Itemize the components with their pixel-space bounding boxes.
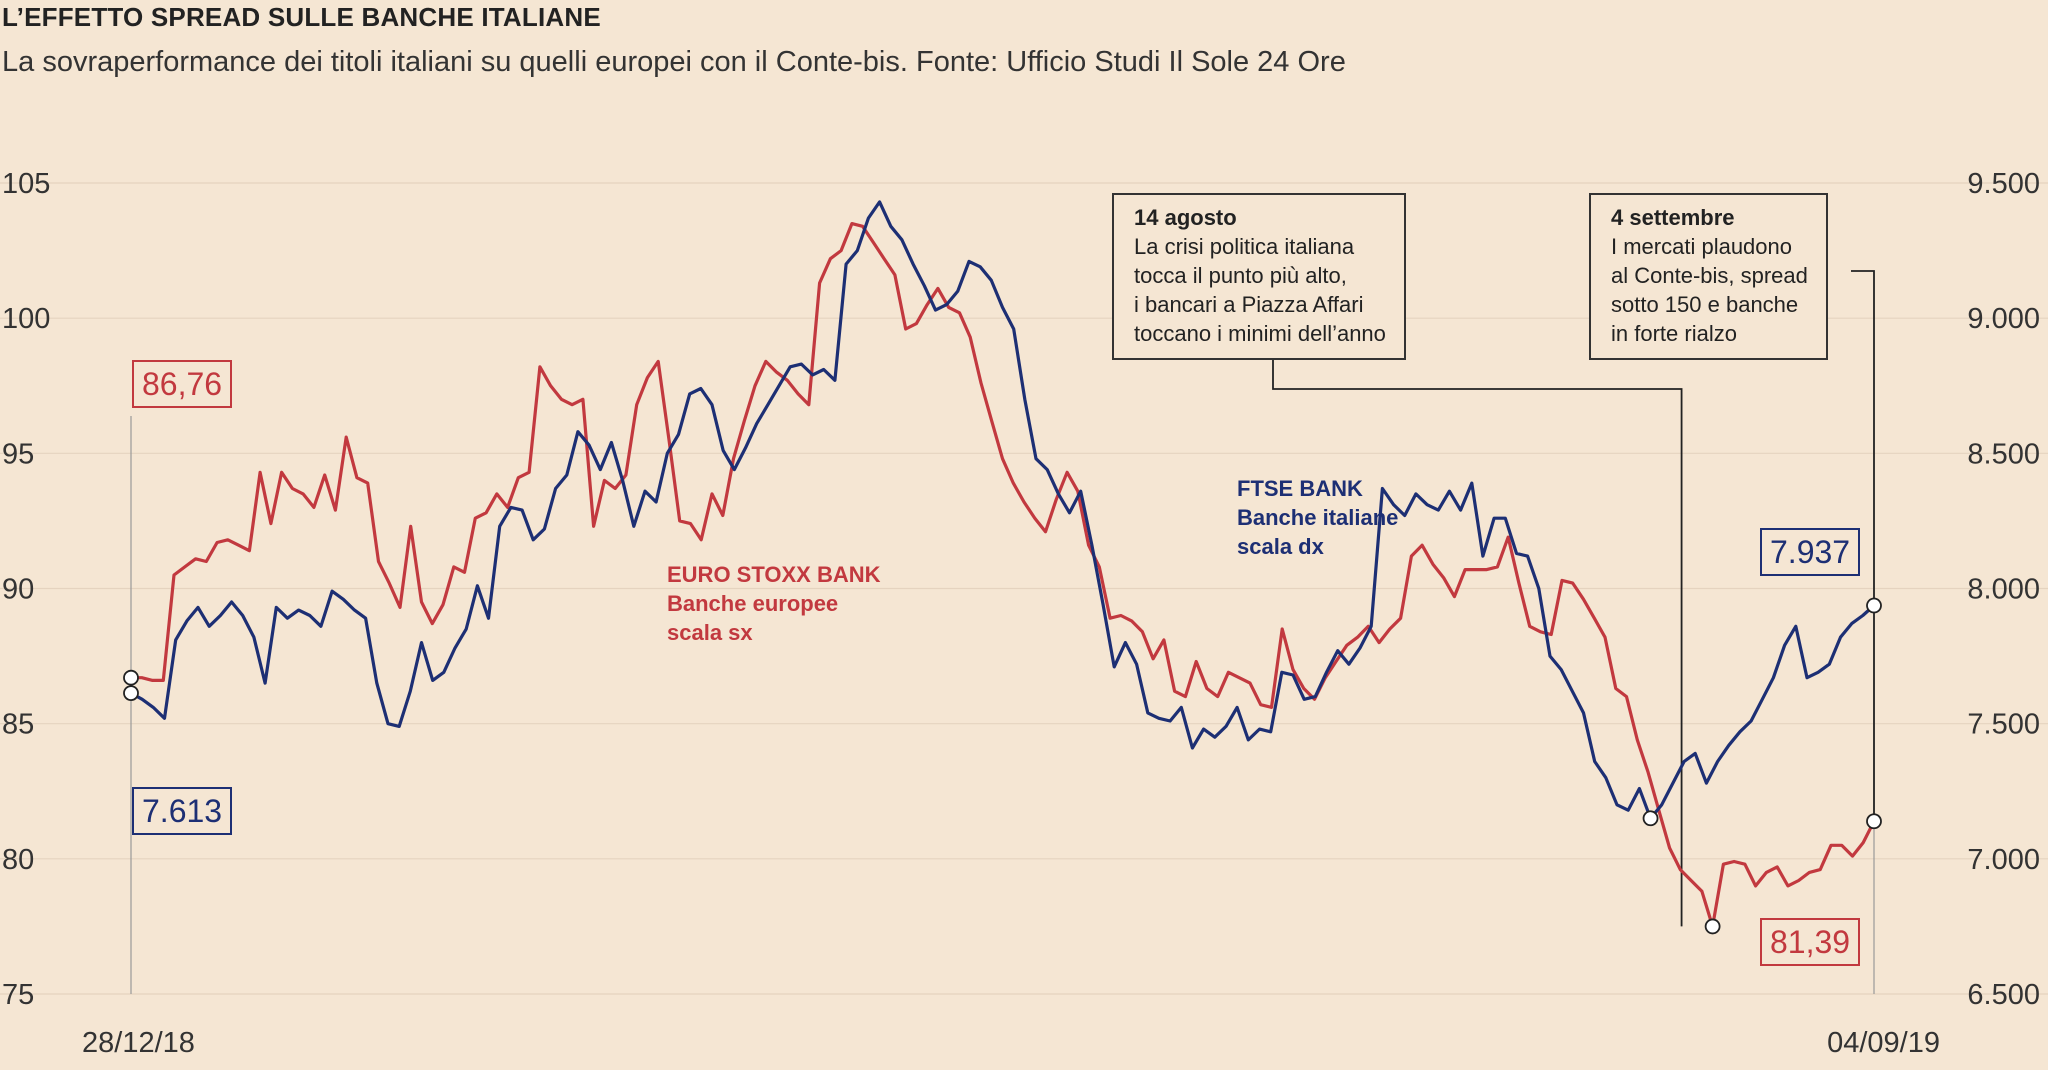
- y-right-tick-label: 7.000: [1967, 844, 2040, 876]
- series-label-euro-stoxx-bank: EURO STOXX BANK Banche europee scala sx: [667, 562, 881, 645]
- end-value-euro-stoxx: 81,39: [1760, 918, 1861, 966]
- annotation-leader-14-agosto: [1272, 360, 1683, 927]
- annotation-14-agosto: 14 agosto La crisi politica italiana toc…: [1112, 193, 1406, 360]
- y-left-tick-label: 95: [2, 438, 34, 470]
- chart-subtitle: La sovraperformance dei titoli italiani …: [2, 46, 1346, 78]
- y-right-tick-label: 6.500: [1967, 979, 2040, 1011]
- y-right-tick-label: 8.000: [1967, 574, 2040, 606]
- start-marker-ftse: [123, 685, 139, 702]
- y-left-tick-label: 80: [2, 844, 34, 876]
- start-marker-euro-stoxx: [123, 669, 139, 686]
- end-marker-euro-stoxx: [1866, 813, 1882, 830]
- y-left-tick-label: 100: [2, 303, 50, 335]
- series-line-ftse-bank: [130, 200, 1876, 820]
- x-tick-label-end: 04/09/19: [1827, 1027, 1940, 1059]
- y-left-tick-label: 90: [2, 574, 34, 606]
- annotation-leader-4-settembre: [1851, 270, 1875, 822]
- series-line-euro-stoxx-bank: [131, 222, 1876, 929]
- y-left-tick-label: 75: [2, 979, 34, 1011]
- min-marker-ftse: [1642, 810, 1659, 827]
- start-value-euro-stoxx: 86,76: [132, 360, 233, 408]
- end-marker-ftse: [1866, 597, 1882, 614]
- y-left-tick-label: 85: [2, 709, 34, 741]
- chart-title: L’EFFETTO SPREAD SULLE BANCHE ITALIANE: [2, 2, 601, 32]
- y-right-tick-label: 9.000: [1967, 303, 2040, 335]
- start-value-ftse: 7.613: [132, 787, 233, 835]
- y-right-tick-label: 7.500: [1967, 709, 2040, 741]
- x-tick-label-start: 28/12/18: [82, 1027, 195, 1059]
- y-right-tick-label: 9.500: [1967, 168, 2040, 200]
- annotation-4-settembre: 4 settembre I mercati plaudono al Conte-…: [1589, 193, 1828, 360]
- series-label-ftse-bank: FTSE BANK Banche italiane scala dx: [1237, 476, 1399, 559]
- end-value-ftse: 7.937: [1760, 528, 1861, 576]
- y-right-tick-label: 8.500: [1967, 438, 2040, 470]
- y-left-tick-label: 105: [2, 168, 50, 200]
- min-marker-euro-stoxx: [1704, 918, 1721, 935]
